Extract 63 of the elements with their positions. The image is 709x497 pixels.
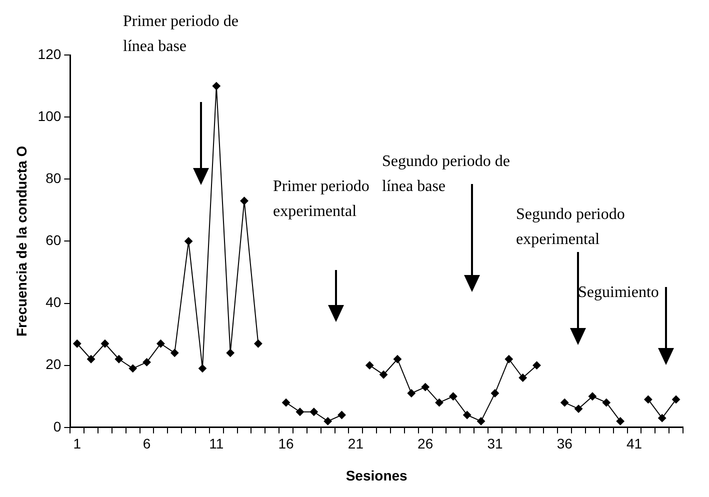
annotation: Segundo periodo de línea base: [382, 153, 510, 196]
y-tick-label: 40: [46, 294, 62, 310]
y-tick-label: 120: [38, 46, 62, 62]
x-tick-label: 6: [142, 436, 151, 452]
point: [393, 355, 402, 364]
point: [310, 408, 318, 416]
point: [504, 355, 513, 364]
x-tick-label: 1: [73, 436, 82, 452]
y-tick-label: 20: [46, 356, 62, 372]
point: [477, 417, 486, 426]
point: [156, 340, 165, 348]
x-axis-title: Sesiones: [346, 467, 408, 484]
point: [449, 392, 458, 400]
point: [114, 355, 123, 364]
y-tick-label: 80: [46, 170, 62, 186]
y-tick-label: 0: [53, 418, 62, 434]
x-tick-label: 26: [418, 436, 434, 452]
point: [644, 395, 652, 404]
x-tick-label: 31: [487, 436, 503, 452]
point: [282, 398, 290, 407]
point: [324, 417, 332, 426]
point: [672, 395, 680, 404]
point: [574, 404, 583, 413]
point: [407, 389, 416, 398]
point: [198, 364, 206, 372]
point: [338, 410, 346, 419]
annotation: Segundo periodo experimental: [516, 206, 625, 248]
point: [296, 408, 304, 416]
x-tick-label: 41: [626, 436, 642, 452]
point: [602, 398, 610, 407]
point: [490, 389, 499, 398]
point: [142, 358, 151, 366]
x-tick-label: 11: [209, 436, 224, 452]
point: [616, 417, 624, 426]
point: [87, 355, 96, 364]
point: [366, 361, 374, 370]
point: [73, 340, 82, 348]
point: [212, 82, 220, 90]
point: [560, 398, 569, 407]
point: [658, 414, 666, 422]
annotation: Primer periodo de línea base: [123, 13, 239, 56]
annotation: Seguimiento: [578, 284, 659, 302]
x-tick-label: 36: [556, 436, 573, 452]
point: [184, 237, 193, 246]
point: [463, 410, 472, 419]
point: [532, 361, 541, 370]
x-tick-label: 16: [278, 436, 294, 452]
point: [588, 392, 596, 400]
point: [254, 340, 262, 348]
point: [100, 340, 109, 348]
point: [226, 348, 234, 357]
annotation: Primer periodo experimental: [273, 178, 370, 220]
y-axis-title: Frecuencia de la conducta O: [13, 146, 30, 337]
point: [380, 370, 388, 379]
point: [240, 196, 248, 205]
point: [170, 348, 179, 357]
y-tick-label: 100: [38, 108, 62, 124]
y-tick-label: 60: [46, 232, 62, 248]
point: [421, 383, 430, 392]
point: [518, 374, 527, 382]
point: [435, 398, 444, 407]
x-tick-label: 21: [348, 436, 364, 452]
point: [128, 364, 137, 372]
